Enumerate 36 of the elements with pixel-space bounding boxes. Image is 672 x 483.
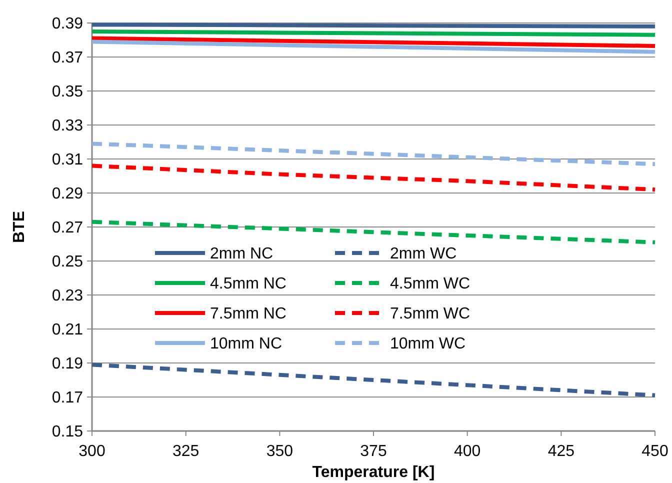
- line-series: [90, 36, 657, 48]
- line-series: [90, 40, 657, 54]
- x-tick-label: 400: [454, 443, 481, 460]
- x-tick-label: 375: [360, 443, 387, 460]
- x-tick-label: 300: [78, 443, 106, 460]
- y-tick-label: 0.29: [52, 186, 84, 203]
- legend-label: 2mm NC: [210, 246, 274, 263]
- y-tick-label: 0.23: [52, 288, 84, 305]
- line-series: [90, 220, 657, 244]
- y-tick-label: 0.25: [52, 254, 84, 271]
- legend-label: 7.5mm WC: [390, 306, 470, 323]
- y-tick-label: 0.27: [52, 220, 84, 237]
- x-tick-label: 425: [548, 443, 575, 460]
- x-axis-title: Temperature [K]: [312, 464, 435, 481]
- legend-label: 2mm WC: [390, 246, 457, 263]
- y-tick-label: 0.21: [52, 322, 84, 339]
- y-tick-label: 0.19: [52, 356, 84, 373]
- y-tick-label: 0.37: [52, 50, 84, 67]
- x-tick-label: 450: [642, 443, 668, 460]
- line-series: [90, 142, 657, 166]
- y-tick-label: 0.39: [52, 16, 84, 33]
- y-tick-label: 0.31: [52, 152, 84, 169]
- legend-label: 7.5mm NC: [210, 306, 286, 323]
- legend-label: 10mm WC: [390, 336, 466, 353]
- y-axis-title: BTE: [11, 210, 28, 243]
- legend-label: 4.5mm WC: [390, 276, 470, 293]
- legend-label: 10mm NC: [210, 336, 282, 353]
- x-tick-label: 325: [172, 443, 200, 460]
- line-series: [90, 164, 657, 192]
- line-series: [90, 362, 657, 398]
- legend-label: 4.5mm NC: [210, 276, 286, 293]
- x-tick-label: 350: [266, 443, 294, 460]
- y-tick-label: 0.15: [52, 424, 84, 441]
- y-tick-label: 0.33: [52, 118, 84, 135]
- y-tick-label: 0.35: [52, 84, 84, 101]
- y-tick-label: 0.17: [52, 390, 84, 407]
